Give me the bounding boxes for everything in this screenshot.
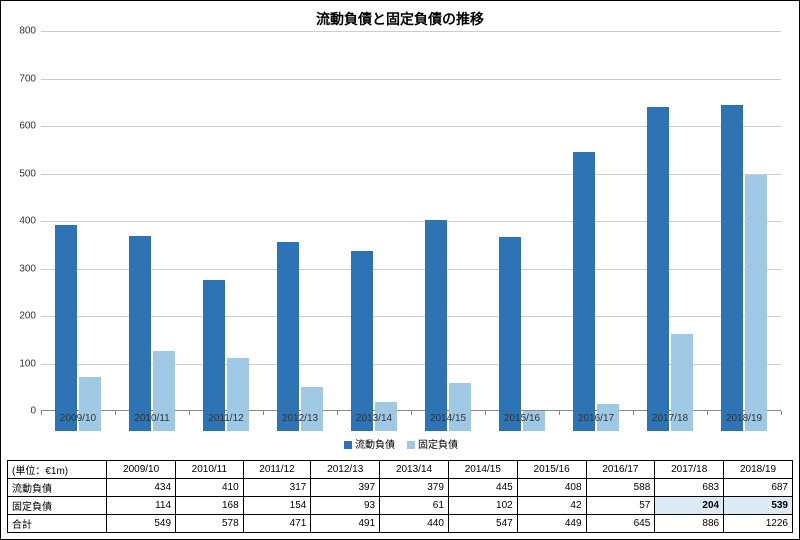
x-tick (781, 411, 782, 415)
legend-label: 固定負債 (418, 440, 458, 451)
legend: 流動負債 固定負債 (1, 436, 800, 451)
table-cell: 491 (311, 515, 380, 533)
bar (301, 387, 323, 431)
table-cell: 886 (655, 515, 724, 533)
table-cell: 578 (176, 515, 244, 533)
bar (129, 236, 151, 431)
legend-swatch (344, 441, 352, 449)
table-cell: 408 (517, 479, 586, 497)
table-col-header: 2013/14 (380, 461, 449, 479)
table-cell: 102 (448, 497, 517, 515)
table-cell: 539 (724, 497, 793, 515)
gridline (41, 31, 781, 32)
bar (745, 175, 767, 431)
table-col-header: 2009/10 (107, 461, 176, 479)
y-tick-label: 600 (6, 121, 36, 132)
table-row-label: 合計 (8, 515, 107, 533)
table-cell: 168 (176, 497, 244, 515)
y-tick-label: 200 (6, 311, 36, 322)
bars-layer (41, 51, 781, 431)
x-tick-label: 2018/19 (707, 413, 781, 424)
bar (277, 242, 299, 431)
table-cell: 588 (586, 479, 655, 497)
legend-swatch (407, 441, 415, 449)
table-cell: 645 (586, 515, 655, 533)
table-row: 合計5495784714914405474496458861226 (8, 515, 793, 533)
y-tick-label: 400 (6, 216, 36, 227)
table-cell: 42 (517, 497, 586, 515)
x-tick-label: 2014/15 (411, 413, 485, 424)
table-row: 流動負債434410317397379445408588683687 (8, 479, 793, 497)
y-tick-label: 100 (6, 358, 36, 369)
y-tick-label: 700 (6, 73, 36, 84)
bar (573, 152, 595, 431)
table-col-header: 2015/16 (517, 461, 586, 479)
bar (351, 251, 373, 431)
x-tick-label: 2015/16 (485, 413, 559, 424)
table-col-header: 2018/19 (724, 461, 793, 479)
legend-label: 流動負債 (355, 440, 395, 451)
table-cell: 379 (380, 479, 449, 497)
table-cell: 434 (107, 479, 176, 497)
table-cell: 397 (311, 479, 380, 497)
bar (721, 105, 743, 431)
chart-area: 0100200300400500600700800 2009/102010/11… (41, 31, 781, 431)
table-row: 固定負債11416815493611024257204539 (8, 497, 793, 515)
bar (55, 225, 77, 431)
table-cell: 93 (311, 497, 380, 515)
x-tick-label: 2011/12 (189, 413, 263, 424)
x-tick-label: 2009/10 (41, 413, 115, 424)
table-col-header: 2010/11 (176, 461, 244, 479)
table-col-header: 2017/18 (655, 461, 724, 479)
table-cell: 471 (243, 515, 311, 533)
table-cell: 683 (655, 479, 724, 497)
data-table-wrap: (単位：€1m)2009/102010/112011/122012/132013… (7, 460, 793, 533)
table-col-header: 2016/17 (586, 461, 655, 479)
table-cell: 154 (243, 497, 311, 515)
table-cell: 61 (380, 497, 449, 515)
bar (425, 220, 447, 431)
table-cell: 687 (724, 479, 793, 497)
table-header-row: (単位：€1m)2009/102010/112011/122012/132013… (8, 461, 793, 479)
table-col-header: 2014/15 (448, 461, 517, 479)
table-cell: 1226 (724, 515, 793, 533)
y-tick-label: 300 (6, 263, 36, 274)
table-unit-label: (単位：€1m) (8, 461, 107, 479)
bar (647, 107, 669, 431)
table-col-header: 2012/13 (311, 461, 380, 479)
table-cell: 547 (448, 515, 517, 533)
table-row-label: 固定負債 (8, 497, 107, 515)
legend-item: 流動負債 (344, 436, 395, 451)
table-row-label: 流動負債 (8, 479, 107, 497)
table-col-header: 2011/12 (243, 461, 311, 479)
y-tick-label: 500 (6, 168, 36, 179)
table-cell: 57 (586, 497, 655, 515)
y-tick-label: 800 (6, 26, 36, 37)
table-cell: 114 (107, 497, 176, 515)
legend-item: 固定負債 (407, 436, 458, 451)
table-cell: 449 (517, 515, 586, 533)
x-tick-label: 2012/13 (263, 413, 337, 424)
bar (499, 237, 521, 431)
x-tick-label: 2017/18 (633, 413, 707, 424)
table-cell: 317 (243, 479, 311, 497)
x-tick-label: 2010/11 (115, 413, 189, 424)
table-cell: 440 (380, 515, 449, 533)
table-body: 流動負債434410317397379445408588683687固定負債11… (8, 479, 793, 533)
table-cell: 410 (176, 479, 244, 497)
x-tick-label: 2013/14 (337, 413, 411, 424)
x-tick-label: 2016/17 (559, 413, 633, 424)
figure-container: 流動負債と固定負債の推移 0100200300400500600700800 2… (0, 0, 800, 540)
bar (203, 280, 225, 431)
table-cell: 445 (448, 479, 517, 497)
y-tick-label: 0 (6, 406, 36, 417)
data-table: (単位：€1m)2009/102010/112011/122012/132013… (7, 460, 793, 533)
table-cell: 204 (655, 497, 724, 515)
chart-title: 流動負債と固定負債の推移 (1, 1, 799, 33)
table-cell: 549 (107, 515, 176, 533)
